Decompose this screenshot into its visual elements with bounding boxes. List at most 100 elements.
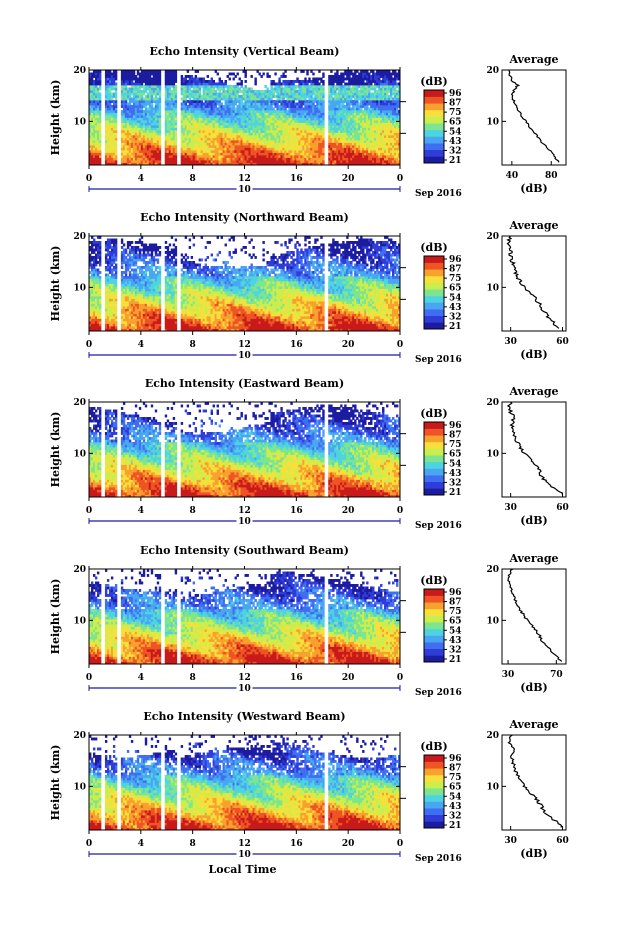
heatmap-cell [175,115,177,118]
heatmap-cell [322,83,324,86]
heatmap-cell [292,100,294,103]
heatmap-cell [334,90,336,93]
heatmap-cell [125,85,127,88]
heatmap-cell [264,85,266,88]
heatmap-cell [149,75,151,78]
heatmap-cell [99,158,101,161]
heatmap-cell [159,120,161,123]
heatmap-cell [159,143,161,146]
heatmap-cell [312,103,314,106]
heatmap-cell [250,88,252,91]
heatmap-cell [189,98,191,101]
heatmap-cell [99,73,101,76]
heatmap-cell [97,90,99,93]
heatmap-cell [215,90,217,93]
heatmap-cell [306,73,308,76]
heatmap-cell [322,115,324,118]
heatmap-cell [99,160,101,163]
heatmap-cell [199,93,201,96]
heatmap-cell [276,103,278,106]
heatmap-cell [99,143,101,146]
heatmap-cell [115,125,117,128]
heatmap-cell [342,103,344,106]
heatmap-cell [175,118,177,121]
heatmap-cell [322,143,324,146]
heatmap-cell [308,78,310,81]
heatmap-cell [322,155,324,158]
heatmap-cell [99,113,101,116]
heatmap-cell [175,78,177,81]
heatmap [89,70,400,165]
heatmap-cell [159,98,161,101]
heatmap-cell [221,80,223,83]
heatmap-cell [115,83,117,86]
heatmap-cell [175,90,177,93]
heatmap-cell [322,108,324,111]
heatmap-cell [115,160,117,163]
heatmap-cell [336,73,338,76]
heatmap-cell [322,93,324,96]
heatmap-cell [322,100,324,103]
heatmap-cell [141,95,143,98]
heatmap-cell [348,85,350,88]
heatmap-cell [241,85,243,88]
heatmap-cell [115,115,117,118]
heatmap-cell [201,100,203,103]
heatmap-cell [175,158,177,161]
heatmap-cell [189,88,191,91]
heatmap-cell [241,80,243,83]
heatmap-cell [115,130,117,133]
heatmap-cell [284,75,286,78]
heatmap-cell [278,80,280,83]
heatmap-cell [159,145,161,148]
heatmap-cell [175,75,177,78]
heatmap-cell [322,103,324,106]
heatmap-cell [159,135,161,138]
heatmap-cell [159,125,161,128]
heatmap-cell [322,80,324,83]
heatmap-cell [115,100,117,103]
heatmap-cell [175,85,177,88]
heatmap-cell [175,123,177,126]
heatmap-cell [175,133,177,136]
heatmap-cell [340,83,342,86]
heatmap-cell [99,110,101,113]
heatmap-cell [99,78,101,81]
heatmap-cell [233,78,235,81]
heatmap-cell [175,113,177,116]
heatmap-cell [175,140,177,143]
heatmap-cell [239,78,241,81]
heatmap-cell [322,98,324,101]
heatmap-cell [221,103,223,106]
heatmap-cell [175,130,177,133]
heatmap-cell [322,105,324,108]
heatmap-cell [322,133,324,136]
heatmap-cell [115,90,117,93]
heatmap-cell [99,95,101,98]
heatmap-cell [159,140,161,143]
heatmap-cell [330,95,332,98]
heatmap-cell [213,88,215,91]
heatmap-cell [245,73,247,76]
heatmap-cell [342,75,344,78]
heatmap-cell [115,153,117,156]
heatmap-cell [115,150,117,153]
heatmap-cell [159,93,161,96]
heatmap-cell [99,130,101,133]
heatmap-cell [175,128,177,131]
heatmap-cell [227,75,229,78]
heatmap-cell [159,105,161,108]
heatmap-cell [278,78,280,81]
heatmap-cell [159,110,161,113]
heatmap-cell [115,93,117,96]
heatmap-cell [235,103,237,106]
heatmap-cell [159,113,161,116]
heatmap-cell [145,90,147,93]
heatmap-cell [318,83,320,86]
heatmap-cell [113,80,115,83]
heatmap-cell [129,95,131,98]
heatmap-cell [322,130,324,133]
heatmap-cell [310,95,312,98]
heatmap-cell [322,118,324,121]
heatmap-cell [350,98,352,101]
